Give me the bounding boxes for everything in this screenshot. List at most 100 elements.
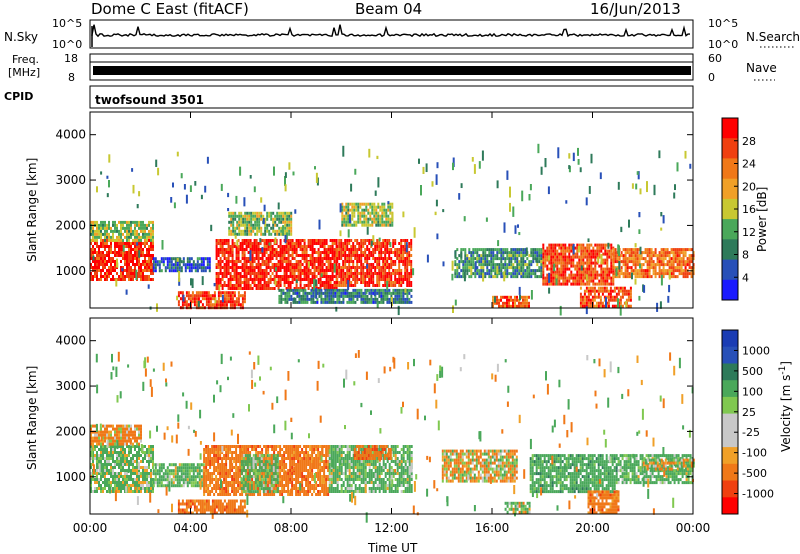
colorbar-segment xyxy=(722,396,738,415)
colorbar-segment xyxy=(722,239,738,260)
colorbar-tick-label: 1000 xyxy=(742,344,770,357)
data-region xyxy=(152,257,211,273)
y-tick-label: 2000 xyxy=(55,218,86,232)
data-region xyxy=(529,454,618,494)
freq-unit: [MHz] xyxy=(8,66,40,79)
colorbar-tick-label: -100 xyxy=(742,447,767,460)
colorbar-segment xyxy=(722,463,738,481)
nave-tick-top: 60 xyxy=(708,52,722,65)
cpid-label: CPID xyxy=(4,90,33,103)
velocity-colorbar: 1000 500 100 25 -25 -100 -500 -1000 xyxy=(721,329,774,515)
colorbar-segment xyxy=(722,330,738,348)
colorbar-segment xyxy=(722,198,738,220)
colorbar-tick-label: -1000 xyxy=(742,488,774,501)
colorbar-segment xyxy=(722,219,738,240)
power-colorbar: 4 8 12 16 20 24 28 xyxy=(721,117,756,301)
colorbar-tick-label: 20 xyxy=(742,180,756,193)
data-region xyxy=(504,501,531,514)
colorbar-segment xyxy=(722,497,738,515)
velocity-colorbar-label: Velocity [m s-1] xyxy=(778,361,793,452)
data-region xyxy=(90,220,154,242)
data-region xyxy=(353,445,392,460)
data-region xyxy=(177,499,246,515)
data-region xyxy=(454,248,543,279)
data-region xyxy=(579,286,632,308)
colorbar-segment xyxy=(722,118,738,139)
data-region xyxy=(152,463,205,488)
nsky-panel xyxy=(89,19,694,49)
x-tick-label: 12:00 xyxy=(374,521,409,535)
colorbar-segment xyxy=(722,413,738,431)
x-tick-label: 20:00 xyxy=(575,521,610,535)
nave-tick-bottom: 0 xyxy=(708,71,715,84)
colorbar-segment xyxy=(722,480,738,498)
colorbar-segment xyxy=(722,346,738,364)
colorbar-tick-label: 100 xyxy=(742,385,763,398)
data-region xyxy=(240,454,279,494)
scatter-echoes xyxy=(91,350,694,523)
colorbar-segment xyxy=(722,259,738,281)
x-tick-label: 04:00 xyxy=(173,521,208,535)
nsearch-label: N.Search xyxy=(746,30,800,44)
freq-label: Freq. xyxy=(12,53,39,66)
nsky-tick-bottom: 10^0 xyxy=(52,38,82,51)
colorbar-tick-label: 25 xyxy=(742,406,756,419)
colorbar-tick-label: 12 xyxy=(742,226,756,239)
data-region xyxy=(90,445,154,493)
x-tick-label: 08:00 xyxy=(274,521,309,535)
nsearch-tick-top: 10^5 xyxy=(708,17,738,30)
x-tick-label: 00:00 xyxy=(73,521,108,535)
beam-title: Beam 04 xyxy=(355,0,422,18)
data-region xyxy=(90,424,142,446)
freq-panel xyxy=(89,53,694,81)
y-tick-label: 1000 xyxy=(55,470,86,484)
data-region xyxy=(336,239,413,287)
y-tick-label: 1000 xyxy=(55,264,86,278)
colorbar-tick-label: 16 xyxy=(742,203,756,216)
x-tick-label: 16:00 xyxy=(475,521,510,535)
colorbar-tick-label: 28 xyxy=(742,135,756,148)
freq-tick-top: 18 xyxy=(64,52,78,65)
power-colorbar-label: Power [dB] xyxy=(755,187,769,252)
velocity-y-axis: 1000 2000 3000 4000 xyxy=(55,334,693,484)
x-tick-label: 00:00 xyxy=(676,521,711,535)
data-region xyxy=(441,449,518,483)
colorbar-tick-label: 8 xyxy=(742,249,749,262)
colorbar-tick-label: -500 xyxy=(742,467,767,480)
data-region xyxy=(215,239,338,290)
cpid-panel xyxy=(89,85,694,109)
data-region xyxy=(278,288,413,304)
data-region xyxy=(612,248,695,279)
y-tick-label: 4000 xyxy=(55,128,86,142)
nsearch-tick-bottom: 10^0 xyxy=(708,38,738,51)
nave-label: Nave xyxy=(746,61,777,75)
freq-tick-bottom: 8 xyxy=(68,71,75,84)
velocity-ylabel: Slant Range [km] xyxy=(25,366,39,470)
data-region xyxy=(642,458,695,471)
power-y-axis: 1000 2000 3000 4000 xyxy=(55,128,693,278)
data-region xyxy=(90,239,154,281)
colorbar-tick-label: 500 xyxy=(742,365,763,378)
nsky-label: N.Sky xyxy=(4,30,38,44)
colorbar-tick-label: -25 xyxy=(742,426,760,439)
nave-trace xyxy=(93,66,691,75)
colorbar-segment xyxy=(722,363,738,381)
colorbar-segment xyxy=(722,380,738,398)
station-title: Dome C East (fitACF) xyxy=(91,0,249,18)
power-ylabel: Slant Range [km] xyxy=(25,158,39,262)
scatter-echoes xyxy=(92,143,692,316)
colorbar-segment xyxy=(722,447,738,465)
cpid-value: twofsound 3501 xyxy=(95,93,204,107)
velocity-heatmap xyxy=(90,350,695,523)
colorbar-tick-label: 24 xyxy=(742,158,756,171)
nsky-tick-top: 10^5 xyxy=(52,17,82,30)
noise-trace xyxy=(91,24,690,47)
data-region xyxy=(542,243,615,286)
y-tick-label: 4000 xyxy=(55,334,86,348)
xlabel: Time UT xyxy=(367,541,418,554)
date-title: 16/Jun/2013 xyxy=(590,0,681,18)
colorbar-segment xyxy=(722,158,738,180)
colorbar-tick-label: 4 xyxy=(742,271,749,284)
y-tick-label: 3000 xyxy=(55,173,86,187)
